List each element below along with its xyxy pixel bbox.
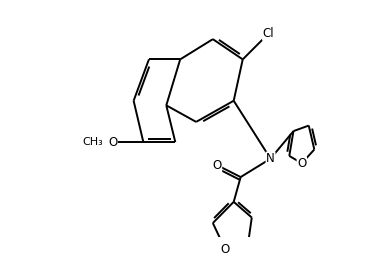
Text: O: O <box>297 157 306 170</box>
Text: O: O <box>221 243 230 254</box>
Text: CH₃: CH₃ <box>83 137 103 147</box>
Text: N: N <box>266 152 275 165</box>
Text: O: O <box>212 158 222 172</box>
Text: O: O <box>108 136 118 149</box>
Text: Cl: Cl <box>263 27 274 40</box>
